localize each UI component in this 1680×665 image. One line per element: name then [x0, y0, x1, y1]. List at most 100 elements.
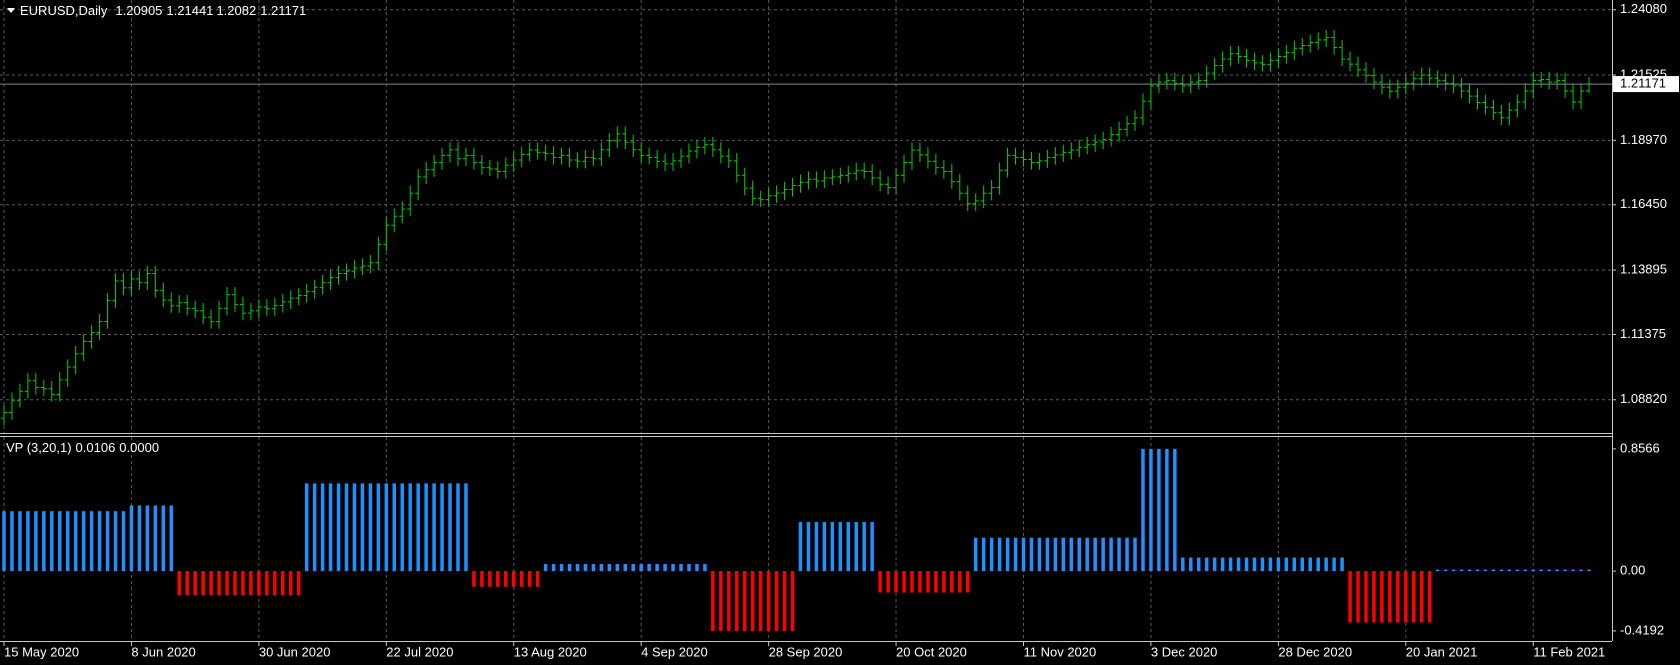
histogram-bar [934, 571, 938, 593]
histogram-bar [997, 537, 1002, 572]
histogram-bar [687, 563, 691, 572]
histogram-bar [1419, 571, 1424, 623]
histogram-bar [758, 571, 763, 631]
current-price-label: 1.21171 [1620, 76, 1666, 91]
histogram-bar [360, 483, 365, 572]
histogram-bar [1324, 557, 1328, 572]
histogram-bar [766, 571, 771, 631]
histogram-bar [34, 511, 38, 572]
histogram-bar [671, 563, 675, 572]
histogram-bar [798, 522, 803, 572]
histogram-bar [1435, 569, 1440, 572]
histogram-bar [488, 571, 492, 587]
histogram-bar [647, 563, 651, 572]
histogram-bar [1412, 571, 1416, 623]
histogram-bar [1133, 537, 1137, 572]
histogram-bar [1013, 537, 1018, 572]
histogram-bar [288, 571, 293, 596]
histogram-bar [1069, 537, 1074, 572]
histogram-bar [1157, 448, 1161, 572]
histogram-bar [910, 571, 914, 593]
histogram-bar [73, 511, 78, 572]
histogram-bar [273, 571, 277, 596]
histogram-bar [1189, 557, 1193, 572]
histogram-bar [902, 571, 906, 593]
histogram-bar [591, 563, 596, 572]
histogram-bar [511, 571, 516, 587]
histogram-bar [1125, 537, 1129, 572]
histogram-bar [257, 571, 261, 596]
histogram-bar [655, 563, 659, 572]
histogram-bar [1523, 569, 1528, 572]
histogram-bar [496, 571, 500, 587]
histogram-bar [870, 522, 874, 572]
histogram-bar [1404, 571, 1408, 623]
histogram-bar [376, 483, 381, 572]
y-tick-label: 0.8566 [1620, 440, 1660, 455]
x-tick-label: 4 Sep 2020 [641, 644, 708, 659]
histogram-bar [926, 571, 930, 593]
histogram-bar [432, 483, 436, 572]
histogram-bar [448, 483, 452, 572]
histogram-bar [1427, 571, 1432, 623]
y-tick-label: 1.16450 [1620, 196, 1667, 211]
x-tick-label: 11 Feb 2021 [1533, 644, 1605, 659]
histogram-bar [1149, 448, 1153, 572]
histogram-bar [527, 571, 532, 587]
histogram-bar [615, 563, 620, 572]
histogram-bar [97, 511, 102, 572]
histogram-bar [750, 571, 755, 631]
histogram-bar [607, 563, 612, 572]
last-open: 1.20905 [115, 3, 162, 18]
histogram-bar [1300, 557, 1305, 572]
histogram-bar [26, 511, 30, 572]
histogram-bar [973, 537, 978, 572]
histogram-bar [1228, 557, 1233, 572]
histogram-bar [416, 483, 420, 572]
histogram-bar [1348, 571, 1352, 623]
histogram-bar [711, 571, 715, 631]
histogram-bar [782, 571, 787, 631]
histogram-bar [400, 483, 404, 572]
histogram-bar [1308, 557, 1312, 572]
menu-triangle[interactable] [7, 8, 15, 13]
histogram-bar [599, 563, 604, 572]
x-tick-label: 3 Dec 2020 [1151, 644, 1218, 659]
histogram-bar [105, 511, 110, 572]
histogram-bar [209, 571, 213, 596]
histogram-bar [551, 563, 556, 572]
y-tick-label: 1.18970 [1620, 132, 1667, 147]
y-tick-label: 0.00 [1620, 563, 1645, 578]
histogram-bar [774, 571, 779, 631]
x-tick-label: 20 Oct 2020 [896, 644, 967, 659]
histogram-bar [368, 483, 373, 572]
histogram-bar [81, 511, 86, 572]
histogram-bar [806, 522, 811, 572]
histogram-bar [1467, 569, 1472, 572]
histogram-bar [193, 571, 197, 596]
histogram-bar [950, 571, 954, 593]
histogram-bar [217, 571, 221, 596]
indicator-title: VP (3,20,1) [6, 440, 72, 455]
histogram-bar [1547, 569, 1551, 572]
histogram-bar [1372, 571, 1376, 623]
histogram-bar [1212, 557, 1217, 572]
histogram-bar [886, 571, 890, 593]
histogram-bar [384, 483, 389, 572]
histogram-bar [567, 563, 572, 572]
histogram-bar [145, 505, 150, 572]
histogram-bar [830, 522, 835, 572]
histogram-bar [631, 563, 635, 572]
x-tick-label: 8 Jun 2020 [131, 644, 195, 659]
histogram-bar [1292, 557, 1297, 572]
histogram-bar [838, 522, 843, 572]
last-low: 1.2082 [216, 3, 256, 18]
histogram-bar [225, 571, 229, 596]
histogram-bar [177, 571, 181, 596]
histogram-bar [312, 483, 317, 572]
x-tick-label: 20 Jan 2021 [1406, 644, 1478, 659]
histogram-bar [129, 505, 134, 572]
histogram-bar [639, 563, 643, 572]
histogram-bar [265, 571, 269, 596]
